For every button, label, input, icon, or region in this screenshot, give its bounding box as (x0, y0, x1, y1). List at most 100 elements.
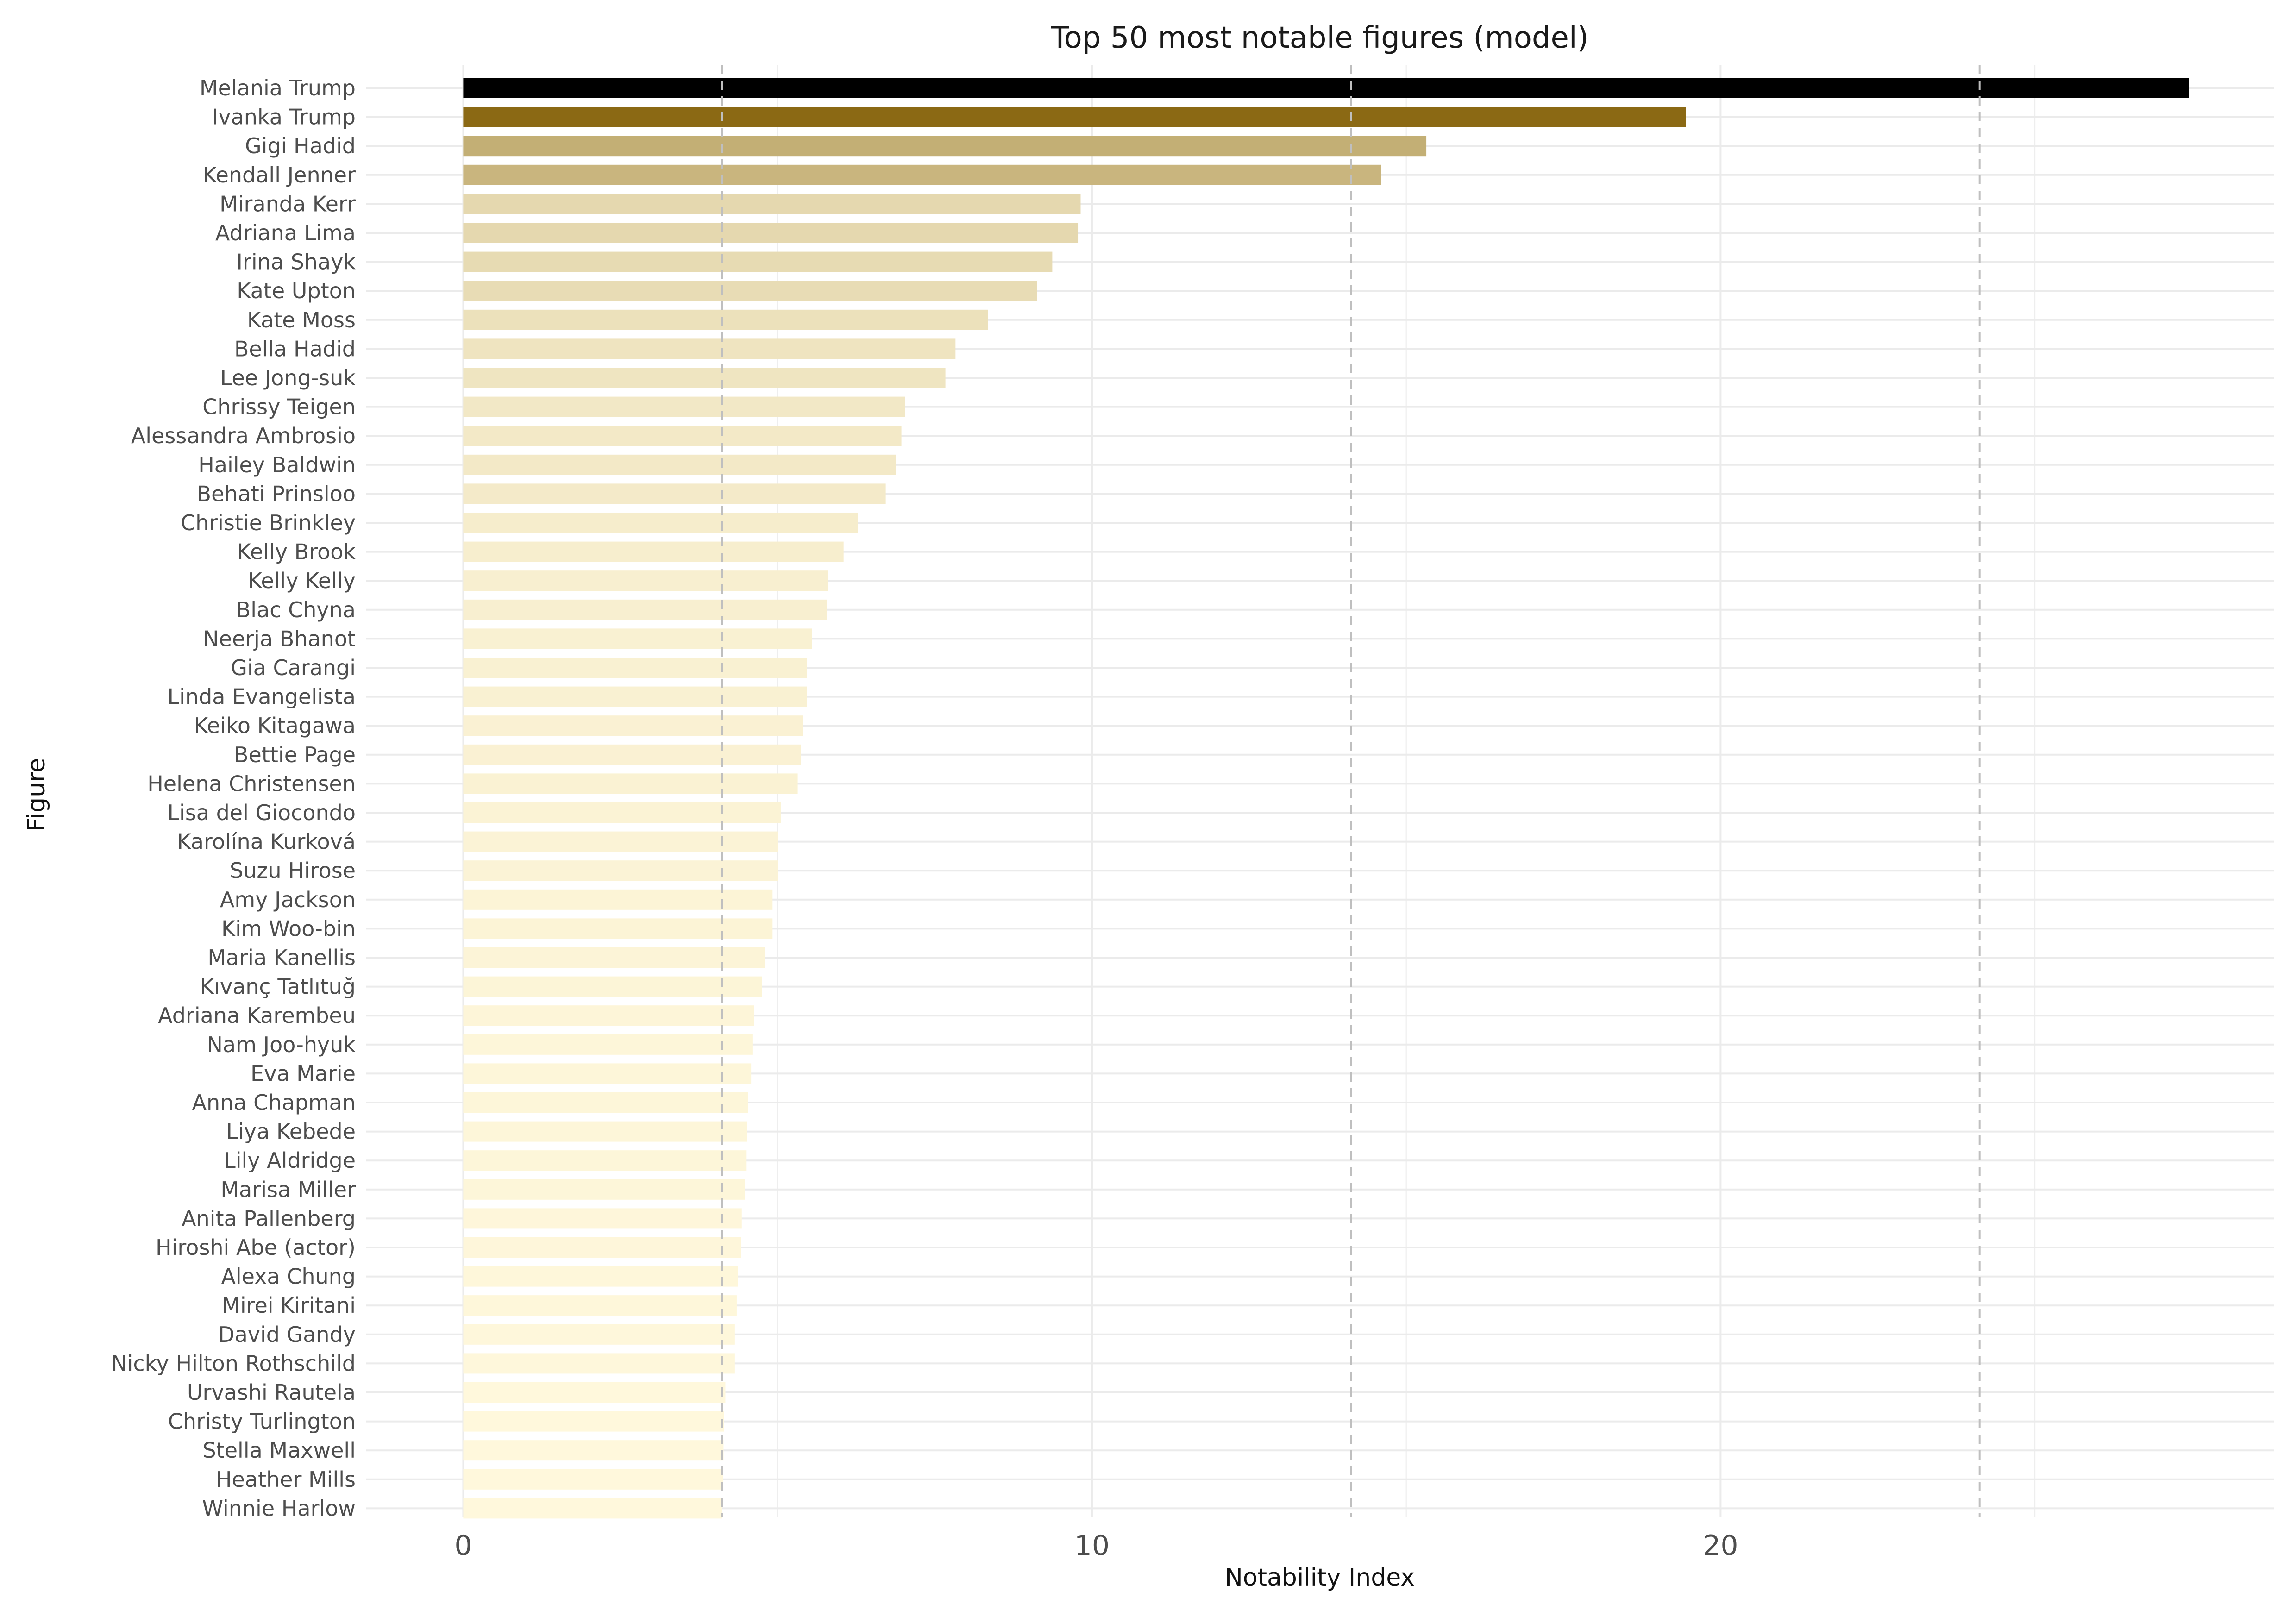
category-label: Mirei Kiritani (222, 1293, 356, 1318)
bar-layer (463, 78, 2189, 1519)
bar (463, 368, 946, 388)
category-label: Adriana Karembeu (158, 1003, 356, 1028)
category-label: Linda Evangelista (168, 684, 356, 709)
category-label: Chrissy Teigen (202, 395, 356, 420)
bar (463, 918, 773, 939)
category-label: Amy Jackson (220, 887, 356, 912)
bar (463, 1295, 737, 1316)
category-label: Hiroshi Abe (actor) (156, 1235, 356, 1260)
category-label: Miranda Kerr (220, 191, 356, 216)
bar (463, 1092, 748, 1113)
category-label: Christie Brinkley (181, 510, 356, 535)
category-label: Nicky Hilton Rothschild (111, 1351, 356, 1376)
bar (463, 658, 807, 678)
bar (463, 860, 778, 881)
category-label: Adriana Lima (215, 220, 356, 245)
x-axis-title: Notability Index (1225, 1564, 1415, 1592)
x-tick-label: 10 (1074, 1529, 1110, 1562)
category-label: Ivanka Trump (212, 105, 356, 130)
category-label: Kıvanç Tatlıtuğ (200, 974, 356, 999)
bar (463, 1324, 735, 1345)
bar (463, 1237, 741, 1258)
bar (463, 78, 2189, 98)
category-label: Gigi Hadid (245, 133, 356, 158)
bar (463, 1440, 724, 1461)
category-label: Bella Hadid (234, 336, 356, 361)
bar (463, 1266, 738, 1287)
category-label: Kelly Brook (237, 539, 356, 564)
category-label: Anna Chapman (192, 1090, 356, 1115)
bar (463, 223, 1079, 243)
bar (463, 194, 1081, 214)
bar (463, 483, 886, 504)
bar (463, 686, 807, 707)
category-label: Anita Pallenberg (182, 1206, 356, 1231)
bar (463, 541, 844, 562)
bar (463, 802, 781, 823)
category-label: Keiko Kitagawa (194, 713, 356, 738)
category-label: Liya Kebede (226, 1119, 356, 1144)
bar (463, 136, 1427, 157)
category-label: Maria Kanellis (207, 945, 356, 970)
category-label: David Gandy (218, 1322, 356, 1347)
category-label: Kate Moss (247, 307, 356, 332)
category-label: Lee Jong-suk (220, 365, 356, 390)
bar (463, 1208, 742, 1229)
category-label: Eva Marie (251, 1061, 356, 1086)
bar (463, 947, 765, 968)
x-tick-labels: 0 10 20 (454, 1529, 1738, 1562)
bar (463, 1034, 753, 1055)
category-label: Bettie Page (234, 742, 356, 767)
category-label: Lily Aldridge (224, 1148, 356, 1173)
bar (463, 1121, 747, 1142)
bar (463, 338, 956, 359)
category-label: Stella Maxwell (203, 1438, 356, 1463)
bar (463, 1411, 724, 1432)
bar (463, 1063, 752, 1084)
category-label: Kelly Kelly (248, 568, 356, 593)
reference-lines (721, 65, 1981, 1517)
bar (463, 715, 803, 736)
category-label: Alessandra Ambrosio (131, 423, 356, 448)
category-label: Lisa del Giocondo (167, 800, 356, 825)
category-label: Behati Prinsloo (197, 481, 356, 506)
bar (463, 513, 858, 533)
category-label: Urvashi Rautela (187, 1380, 356, 1405)
category-label: Hailey Baldwin (198, 452, 356, 477)
bar (463, 773, 798, 794)
category-label: Karolína Kurková (177, 829, 356, 854)
category-label: Kendall Jenner (203, 163, 356, 188)
category-label: Irina Shayk (236, 250, 356, 275)
category-label: Alexa Chung (221, 1264, 356, 1289)
bar (463, 1179, 745, 1200)
y-axis-title: Figure (23, 758, 50, 832)
category-label: Nam Joo-hyuk (207, 1032, 356, 1057)
bar (463, 628, 812, 649)
bar (463, 1382, 726, 1403)
bar (463, 570, 828, 591)
bar (463, 831, 778, 852)
x-tick-label: 20 (1703, 1529, 1738, 1562)
bar (463, 744, 801, 765)
category-label: Neerja Bhanot (203, 626, 356, 651)
category-label: Helena Christensen (147, 771, 356, 796)
category-label: Marisa Miller (220, 1177, 356, 1202)
category-label: Heather Mills (216, 1467, 356, 1492)
category-label: Christy Turlington (168, 1409, 356, 1434)
category-label: Winnie Harlow (202, 1496, 356, 1521)
category-label: Gia Carangi (231, 655, 356, 680)
bar (463, 1353, 735, 1374)
category-label: Suzu Hirose (230, 858, 356, 883)
bar (463, 164, 1381, 185)
bar (463, 1469, 723, 1490)
category-labels: Melania Trump Ivanka Trump Gigi Hadid Kenda… (111, 75, 356, 1521)
bar (463, 1005, 754, 1026)
category-label: Blac Chyna (236, 597, 356, 622)
bar (463, 454, 896, 475)
bar (463, 1150, 747, 1171)
category-label: Kim Woo-bin (221, 916, 356, 941)
bar (463, 599, 827, 620)
